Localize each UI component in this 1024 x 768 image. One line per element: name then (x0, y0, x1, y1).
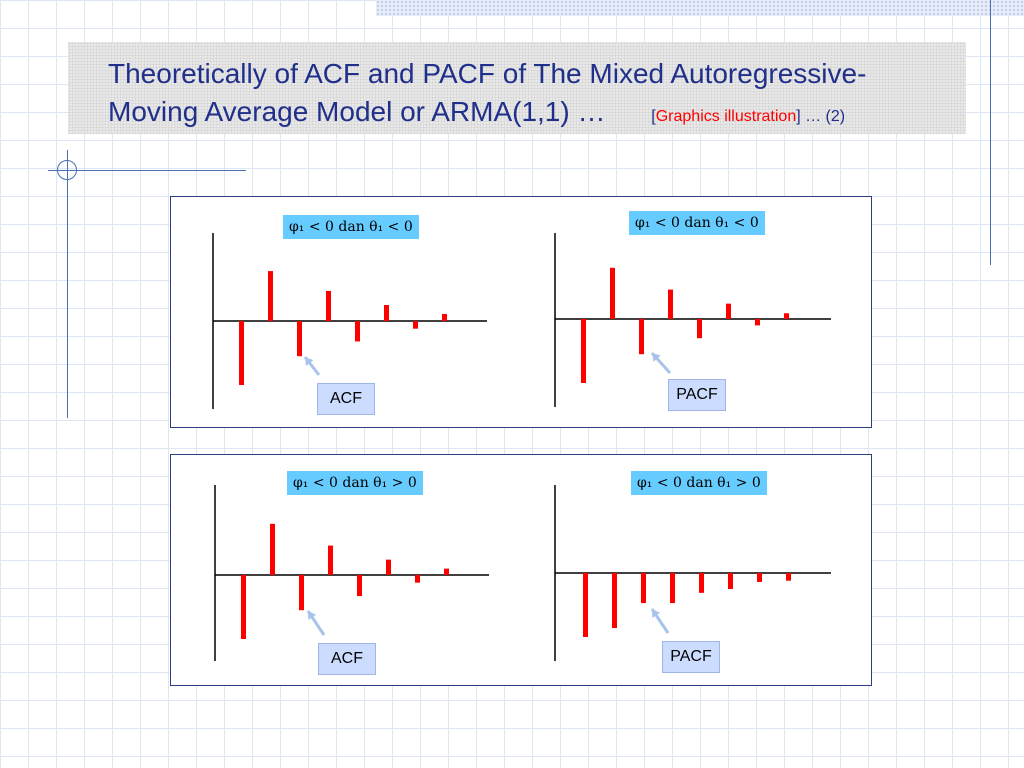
decorative-vertical-line-right (990, 0, 991, 265)
chart-panel-bottom: φ₁ < 0 dan θ₁ > 0 φ₁ < 0 dan θ₁ > 0 ACF … (170, 454, 872, 686)
top-decorative-band (376, 0, 1024, 16)
condition-label-pacf-bottom: φ₁ < 0 dan θ₁ > 0 (631, 471, 767, 495)
graphics-illustration-note: [Graphics illustration] … (2) (651, 108, 845, 125)
acf-chart-top-axes (212, 233, 487, 409)
acf-chart-top-bar-lag-7 (413, 321, 418, 329)
pacf-chart-bottom-bar-lag-4 (670, 573, 675, 604)
chart-panel-top-svg (212, 233, 831, 409)
pacf-chart-top-bar-lag-1 (581, 319, 586, 383)
chart-panel-top: φ₁ < 0 dan θ₁ < 0 φ₁ < 0 dan θ₁ < 0 ACF … (170, 196, 872, 428)
graphics-illustration-link[interactable]: Graphics illustration (655, 108, 797, 125)
pacf-chart-top-pointer-arrowhead (652, 353, 661, 362)
pacf-chart-top-bar-lag-6 (726, 303, 731, 319)
acf-callout-bottom: ACF (318, 643, 376, 675)
pacf-chart-bottom-bar-lag-7 (757, 573, 762, 582)
pacf-chart-bottom-axes (554, 485, 831, 661)
pacf-chart-top-bar-lag-2 (610, 267, 615, 319)
acf-chart-bottom-bar-lag-2 (270, 523, 275, 575)
note-bracket-close: ] … (2) (796, 108, 846, 125)
acf-chart-bottom-bar-lag-1 (241, 575, 246, 639)
acf-callout-top: ACF (317, 383, 375, 415)
chart-panel-bottom-svg (214, 485, 831, 661)
pacf-chart-top-bar-lag-5 (697, 319, 702, 339)
acf-chart-top-bar-lag-6 (384, 305, 389, 321)
condition-label-pacf-top: φ₁ < 0 dan θ₁ < 0 (629, 211, 765, 235)
pacf-callout-bottom: PACF (662, 641, 720, 673)
pacf-chart-top-bar-lag-3 (639, 319, 644, 355)
pacf-chart-bottom-bar-lag-6 (728, 573, 733, 589)
decorative-horizontal-line (48, 170, 246, 171)
pacf-chart-bottom-bar-lag-3 (641, 573, 646, 604)
acf-chart-top-pointer-arrowhead (305, 357, 314, 366)
slide-title-line-2-text: Moving Average Model or ARMA(1,1) … (108, 96, 606, 127)
pacf-chart-bottom-bar-lag-5 (699, 573, 704, 593)
pacf-chart-bottom-bar-lag-1 (583, 573, 588, 637)
slide-title-line-1: Theoretically of ACF and PACF of The Mix… (108, 58, 867, 89)
acf-chart-bottom-bar-lag-4 (328, 545, 333, 575)
condition-label-acf-top: φ₁ < 0 dan θ₁ < 0 (283, 215, 419, 239)
note-bracket-open: [ (651, 108, 656, 125)
acf-chart-bottom-bar-lag-3 (299, 575, 304, 611)
acf-chart-bottom-pointer-arrowhead (308, 611, 317, 620)
pacf-chart-top-bar-lag-8 (784, 313, 789, 319)
acf-chart-top-bar-lag-8 (442, 313, 447, 321)
acf-chart-bottom-bar-lag-7 (415, 575, 420, 583)
acf-chart-bottom-axes (214, 485, 489, 661)
condition-label-acf-bottom: φ₁ < 0 dan θ₁ > 0 (287, 471, 423, 495)
pacf-chart-top-axes (554, 233, 831, 407)
acf-chart-bottom-bar-lag-5 (357, 575, 362, 597)
slide-title-line-2: Moving Average Model or ARMA(1,1) … [Gra… (108, 96, 845, 128)
acf-chart-top-bar-lag-2 (268, 271, 273, 321)
acf-chart-bottom-bar-lag-8 (444, 568, 449, 575)
pacf-chart-top-bar-lag-4 (668, 289, 673, 319)
acf-chart-top-bar-lag-4 (326, 290, 331, 321)
decorative-vertical-line-left (67, 150, 68, 418)
acf-chart-top-bar-lag-1 (239, 321, 244, 385)
acf-chart-top-bar-lag-3 (297, 321, 302, 357)
acf-chart-bottom-bar-lag-6 (386, 559, 391, 575)
pacf-chart-bottom-bar-lag-2 (612, 573, 617, 629)
decorative-circle (57, 160, 77, 180)
acf-chart-top-bar-lag-5 (355, 321, 360, 342)
slide-title-box: Theoretically of ACF and PACF of The Mix… (68, 42, 966, 134)
pacf-chart-bottom-pointer-arrowhead (652, 609, 661, 618)
pacf-chart-bottom-bar-lag-8 (786, 573, 791, 581)
pacf-chart-top-bar-lag-7 (755, 319, 760, 326)
pacf-callout-top: PACF (668, 379, 726, 411)
